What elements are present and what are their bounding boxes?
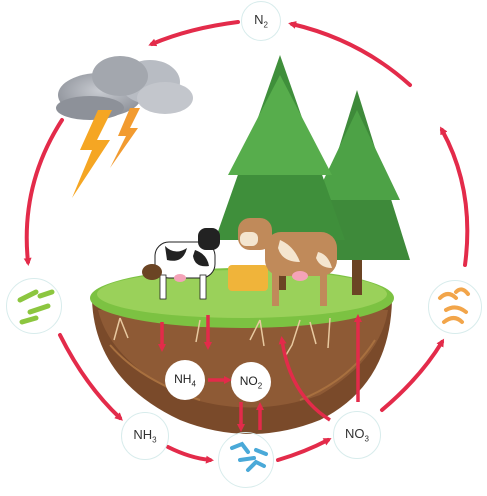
arrow-blue-bacteria-to-no3 (276, 438, 332, 462)
nh3-label: NH3 (133, 427, 157, 445)
soil-island (90, 268, 394, 434)
no2-label: NO2 (239, 373, 263, 391)
no2-node: NO2 (231, 362, 271, 402)
nh4-label: NH4 (174, 371, 196, 389)
hay-bale-icon (228, 265, 268, 291)
arrow-green-bacteria-to-nh3 (58, 333, 123, 421)
arrow-orange-bacteria-to-n2 (440, 126, 470, 267)
brown-cow-icon (238, 218, 337, 306)
green-bacteria-circle (6, 278, 62, 334)
arrow-no3-uptake-cow (278, 336, 331, 422)
soil-arrows (158, 314, 362, 432)
cycle-arrows (23, 20, 470, 464)
nh4-node: NH4 (165, 360, 205, 400)
blue-bacteria-circle (218, 432, 274, 488)
arrow-no3-to-orange-bacteria (380, 338, 445, 412)
nh3-node: NH3 (121, 412, 169, 460)
black-white-cow-icon (142, 228, 220, 300)
n2-node: N2 (241, 1, 281, 41)
thundercloud-icon (56, 56, 193, 198)
n2-label: N2 (254, 12, 268, 30)
arrow-storm-to-green-bacteria (23, 118, 64, 266)
arrow-nh3-to-blue-bacteria (166, 445, 214, 464)
arrow-right-to-n2 (288, 21, 412, 87)
orange-bacteria-circle (428, 280, 482, 334)
no3-label: NO3 (345, 426, 369, 444)
arrow-n2-to-storm (148, 20, 240, 47)
no3-node: NO3 (333, 411, 381, 459)
